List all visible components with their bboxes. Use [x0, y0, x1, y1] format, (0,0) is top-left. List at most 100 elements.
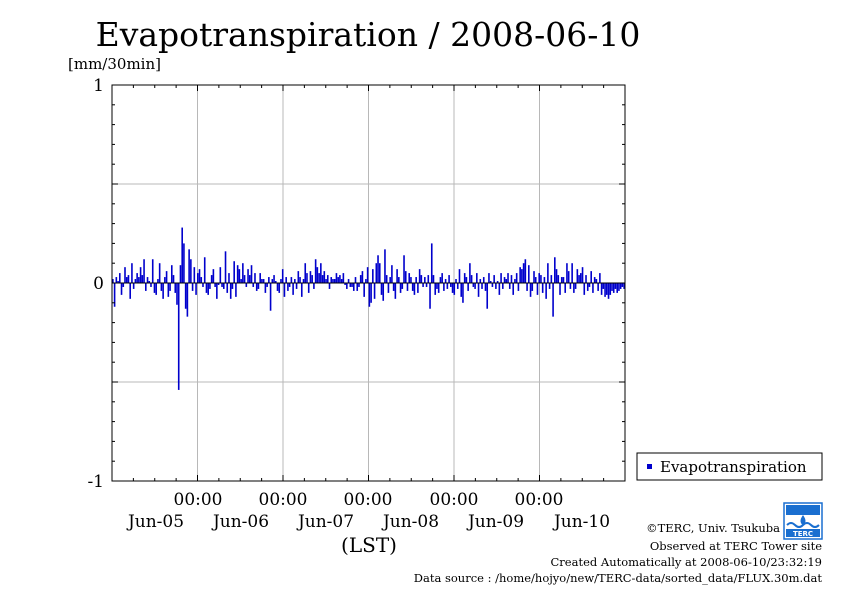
bar — [221, 283, 223, 287]
bar — [482, 277, 485, 283]
bar — [328, 283, 331, 289]
bar — [512, 283, 515, 295]
bar — [169, 283, 171, 291]
bar — [498, 283, 501, 295]
x-tick-time-label: 00:00 — [259, 490, 308, 510]
bar — [299, 277, 301, 283]
bar — [597, 283, 599, 291]
bar — [543, 277, 546, 283]
bar — [248, 275, 251, 283]
bar — [157, 279, 159, 283]
bar — [276, 283, 279, 291]
bar — [314, 259, 317, 283]
bar — [326, 275, 329, 283]
bar — [257, 283, 260, 289]
bar — [430, 243, 433, 283]
bar — [177, 283, 180, 390]
bar — [261, 279, 263, 283]
bar — [548, 283, 551, 289]
bar — [172, 275, 175, 283]
bar — [521, 269, 523, 283]
bar — [134, 279, 137, 283]
bar — [139, 267, 142, 283]
bar — [427, 275, 430, 283]
bar — [262, 279, 265, 283]
bar — [240, 279, 242, 283]
bar — [547, 263, 549, 283]
bar — [581, 267, 584, 283]
bar — [184, 283, 187, 309]
bar — [465, 277, 468, 283]
bar — [207, 283, 209, 295]
bar — [193, 267, 196, 283]
bar — [585, 275, 587, 283]
bar — [576, 269, 579, 283]
bar — [191, 283, 194, 291]
bar — [411, 283, 414, 291]
bar — [302, 279, 305, 283]
bar — [304, 263, 307, 283]
legend-label: Evapotranspiration — [660, 458, 807, 476]
bar — [375, 263, 378, 283]
bar — [425, 283, 428, 287]
bar — [145, 283, 147, 291]
bar — [592, 283, 594, 293]
x-tick-time-label: 00:00 — [174, 490, 223, 510]
bar — [600, 283, 603, 295]
x-tick-date-label: Jun-05 — [126, 512, 184, 532]
bar — [167, 283, 170, 297]
axis-ticks — [111, 84, 626, 482]
bar — [132, 283, 135, 289]
legend-swatch — [647, 464, 652, 469]
bar — [456, 283, 459, 289]
bar — [508, 283, 511, 289]
bar — [346, 283, 348, 289]
bar — [448, 275, 450, 283]
bar — [321, 275, 324, 283]
bar — [500, 273, 502, 283]
bar — [342, 273, 345, 283]
bar — [259, 273, 261, 283]
bar — [432, 275, 435, 283]
bar — [437, 283, 440, 293]
bar — [160, 283, 163, 291]
bar — [507, 273, 509, 283]
bar — [300, 283, 303, 297]
bar — [444, 279, 447, 283]
bar — [266, 283, 268, 287]
bar — [389, 277, 391, 283]
bar — [271, 279, 274, 283]
bar — [170, 265, 173, 283]
bar — [489, 281, 492, 283]
bar — [609, 283, 612, 295]
bar — [398, 277, 400, 283]
bar — [517, 283, 520, 291]
bar — [410, 277, 412, 283]
bar — [228, 273, 230, 283]
bar — [378, 263, 381, 283]
bar — [250, 265, 253, 283]
bar — [436, 283, 438, 289]
bar — [195, 283, 197, 295]
bar — [618, 283, 620, 291]
bar — [394, 283, 397, 299]
bar — [564, 283, 567, 293]
bar — [460, 283, 463, 297]
bar — [578, 275, 580, 283]
bar — [519, 267, 521, 283]
bar — [323, 271, 326, 283]
bar — [273, 275, 275, 283]
bar — [202, 283, 204, 287]
bar — [484, 283, 487, 291]
bar — [560, 277, 563, 283]
bar — [136, 273, 138, 283]
bar — [351, 283, 353, 287]
bar — [593, 277, 596, 283]
bar — [332, 279, 334, 283]
bar — [612, 283, 615, 293]
bar — [119, 273, 121, 283]
bar — [451, 283, 454, 293]
bar — [462, 283, 464, 303]
bar — [533, 271, 535, 283]
bar — [583, 283, 586, 295]
